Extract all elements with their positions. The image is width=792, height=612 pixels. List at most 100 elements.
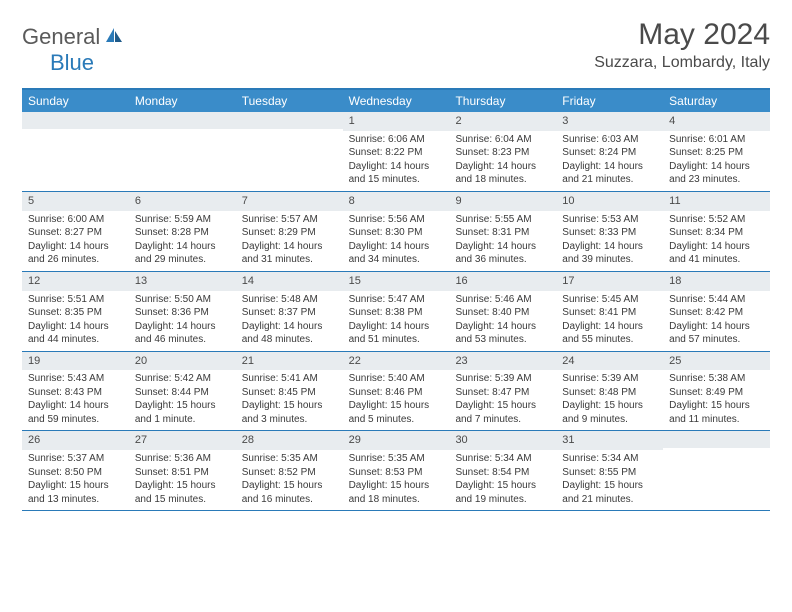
day-info: Sunrise: 5:48 AMSunset: 8:37 PMDaylight:… — [236, 291, 343, 351]
daylight-text: Daylight: 14 hours and 51 minutes. — [349, 320, 444, 347]
sunrise-text: Sunrise: 5:35 AM — [242, 452, 337, 466]
sunrise-text: Sunrise: 5:48 AM — [242, 293, 337, 307]
day-number: 7 — [236, 192, 343, 211]
day-info: Sunrise: 5:35 AMSunset: 8:52 PMDaylight:… — [236, 450, 343, 510]
day-info: Sunrise: 5:41 AMSunset: 8:45 PMDaylight:… — [236, 370, 343, 430]
day-number: 29 — [343, 431, 450, 450]
sunrise-text: Sunrise: 5:34 AM — [455, 452, 550, 466]
sunset-text: Sunset: 8:25 PM — [669, 146, 764, 160]
day-number: 12 — [22, 272, 129, 291]
sunset-text: Sunset: 8:50 PM — [28, 466, 123, 480]
sunrise-text: Sunrise: 5:39 AM — [455, 372, 550, 386]
day-number: 27 — [129, 431, 236, 450]
day-cell: 14Sunrise: 5:48 AMSunset: 8:37 PMDayligh… — [236, 272, 343, 351]
day-info: Sunrise: 5:55 AMSunset: 8:31 PMDaylight:… — [449, 211, 556, 271]
daylight-text: Daylight: 14 hours and 21 minutes. — [562, 160, 657, 187]
day-cell: 18Sunrise: 5:44 AMSunset: 8:42 PMDayligh… — [663, 272, 770, 351]
week-row: 26Sunrise: 5:37 AMSunset: 8:50 PMDayligh… — [22, 431, 770, 511]
sunrise-text: Sunrise: 6:03 AM — [562, 133, 657, 147]
day-cell: 8Sunrise: 5:56 AMSunset: 8:30 PMDaylight… — [343, 192, 450, 271]
day-cell: 31Sunrise: 5:34 AMSunset: 8:55 PMDayligh… — [556, 431, 663, 510]
daylight-text: Daylight: 14 hours and 34 minutes. — [349, 240, 444, 267]
day-info: Sunrise: 5:36 AMSunset: 8:51 PMDaylight:… — [129, 450, 236, 510]
day-number: 6 — [129, 192, 236, 211]
day-info: Sunrise: 5:37 AMSunset: 8:50 PMDaylight:… — [22, 450, 129, 510]
day-number: 2 — [449, 112, 556, 131]
day-info: Sunrise: 5:57 AMSunset: 8:29 PMDaylight:… — [236, 211, 343, 271]
daylight-text: Daylight: 14 hours and 53 minutes. — [455, 320, 550, 347]
daylight-text: Daylight: 15 hours and 1 minute. — [135, 399, 230, 426]
sunrise-text: Sunrise: 6:00 AM — [28, 213, 123, 227]
sunrise-text: Sunrise: 5:36 AM — [135, 452, 230, 466]
day-cell: 25Sunrise: 5:38 AMSunset: 8:49 PMDayligh… — [663, 352, 770, 431]
day-number: 9 — [449, 192, 556, 211]
logo-text-general: General — [22, 24, 100, 50]
sunset-text: Sunset: 8:42 PM — [669, 306, 764, 320]
day-number: 1 — [343, 112, 450, 131]
empty-day-bar — [129, 112, 236, 129]
day-info: Sunrise: 6:06 AMSunset: 8:22 PMDaylight:… — [343, 131, 450, 191]
day-number: 13 — [129, 272, 236, 291]
day-number: 3 — [556, 112, 663, 131]
sunrise-text: Sunrise: 5:56 AM — [349, 213, 444, 227]
day-cell: 20Sunrise: 5:42 AMSunset: 8:44 PMDayligh… — [129, 352, 236, 431]
sunset-text: Sunset: 8:45 PM — [242, 386, 337, 400]
day-info: Sunrise: 5:43 AMSunset: 8:43 PMDaylight:… — [22, 370, 129, 430]
daylight-text: Daylight: 14 hours and 39 minutes. — [562, 240, 657, 267]
day-cell: 17Sunrise: 5:45 AMSunset: 8:41 PMDayligh… — [556, 272, 663, 351]
sunrise-text: Sunrise: 5:37 AM — [28, 452, 123, 466]
month-title: May 2024 — [594, 18, 770, 52]
day-number: 15 — [343, 272, 450, 291]
sunrise-text: Sunrise: 5:51 AM — [28, 293, 123, 307]
day-cell — [663, 431, 770, 510]
sunset-text: Sunset: 8:52 PM — [242, 466, 337, 480]
sunrise-text: Sunrise: 5:41 AM — [242, 372, 337, 386]
day-cell: 26Sunrise: 5:37 AMSunset: 8:50 PMDayligh… — [22, 431, 129, 510]
day-cell: 12Sunrise: 5:51 AMSunset: 8:35 PMDayligh… — [22, 272, 129, 351]
day-number: 24 — [556, 352, 663, 371]
day-cell: 9Sunrise: 5:55 AMSunset: 8:31 PMDaylight… — [449, 192, 556, 271]
day-cell: 29Sunrise: 5:35 AMSunset: 8:53 PMDayligh… — [343, 431, 450, 510]
daylight-text: Daylight: 15 hours and 5 minutes. — [349, 399, 444, 426]
day-info: Sunrise: 5:35 AMSunset: 8:53 PMDaylight:… — [343, 450, 450, 510]
sunset-text: Sunset: 8:41 PM — [562, 306, 657, 320]
day-number: 16 — [449, 272, 556, 291]
daylight-text: Daylight: 14 hours and 15 minutes. — [349, 160, 444, 187]
day-info: Sunrise: 5:46 AMSunset: 8:40 PMDaylight:… — [449, 291, 556, 351]
week-row: 1Sunrise: 6:06 AMSunset: 8:22 PMDaylight… — [22, 112, 770, 192]
weekday-header: Tuesday — [236, 90, 343, 112]
logo: General — [22, 24, 126, 50]
calendar: SundayMondayTuesdayWednesdayThursdayFrid… — [22, 88, 770, 511]
day-cell: 16Sunrise: 5:46 AMSunset: 8:40 PMDayligh… — [449, 272, 556, 351]
sunrise-text: Sunrise: 5:43 AM — [28, 372, 123, 386]
sunset-text: Sunset: 8:47 PM — [455, 386, 550, 400]
day-info: Sunrise: 5:59 AMSunset: 8:28 PMDaylight:… — [129, 211, 236, 271]
day-info: Sunrise: 5:42 AMSunset: 8:44 PMDaylight:… — [129, 370, 236, 430]
day-number: 11 — [663, 192, 770, 211]
sunset-text: Sunset: 8:40 PM — [455, 306, 550, 320]
daylight-text: Daylight: 14 hours and 55 minutes. — [562, 320, 657, 347]
day-info: Sunrise: 5:47 AMSunset: 8:38 PMDaylight:… — [343, 291, 450, 351]
day-info: Sunrise: 6:04 AMSunset: 8:23 PMDaylight:… — [449, 131, 556, 191]
daylight-text: Daylight: 15 hours and 18 minutes. — [349, 479, 444, 506]
day-info: Sunrise: 5:44 AMSunset: 8:42 PMDaylight:… — [663, 291, 770, 351]
sunrise-text: Sunrise: 5:46 AM — [455, 293, 550, 307]
day-cell: 10Sunrise: 5:53 AMSunset: 8:33 PMDayligh… — [556, 192, 663, 271]
day-number: 23 — [449, 352, 556, 371]
day-number: 20 — [129, 352, 236, 371]
day-cell: 30Sunrise: 5:34 AMSunset: 8:54 PMDayligh… — [449, 431, 556, 510]
sunset-text: Sunset: 8:28 PM — [135, 226, 230, 240]
sunset-text: Sunset: 8:33 PM — [562, 226, 657, 240]
day-info: Sunrise: 5:38 AMSunset: 8:49 PMDaylight:… — [663, 370, 770, 430]
sunset-text: Sunset: 8:49 PM — [669, 386, 764, 400]
day-number: 8 — [343, 192, 450, 211]
weekday-header: Monday — [129, 90, 236, 112]
weekday-header: Sunday — [22, 90, 129, 112]
weekday-header: Friday — [556, 90, 663, 112]
day-info: Sunrise: 5:53 AMSunset: 8:33 PMDaylight:… — [556, 211, 663, 271]
day-info: Sunrise: 5:39 AMSunset: 8:47 PMDaylight:… — [449, 370, 556, 430]
day-cell: 5Sunrise: 6:00 AMSunset: 8:27 PMDaylight… — [22, 192, 129, 271]
sunset-text: Sunset: 8:29 PM — [242, 226, 337, 240]
empty-day-bar — [22, 112, 129, 129]
day-number: 4 — [663, 112, 770, 131]
